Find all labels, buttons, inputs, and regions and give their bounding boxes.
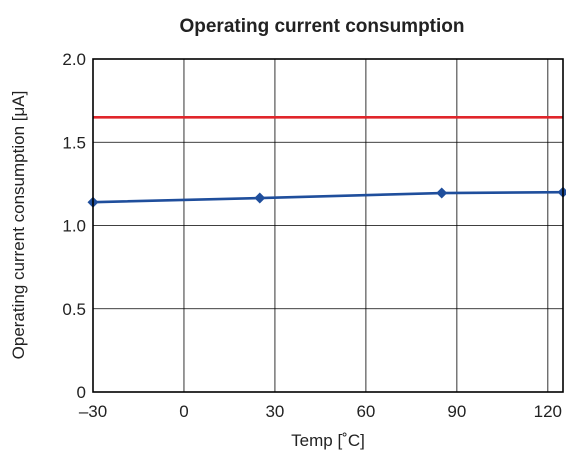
data-point	[254, 192, 266, 204]
y-axis-ticks: 0 0.5 1.0 1.5 2.0	[62, 50, 86, 402]
y-tick-label: 0	[77, 383, 86, 402]
x-tick-label: 0	[179, 402, 188, 421]
chart-title: Operating current consumption	[179, 16, 464, 37]
data-point	[557, 186, 566, 198]
x-tick-label: 120	[534, 402, 562, 421]
data-point	[436, 187, 448, 199]
series-line-1	[92, 190, 564, 204]
x-axis-label: Temp [˚C]	[291, 431, 365, 450]
series-group	[87, 115, 566, 208]
y-tick-label: 1.5	[62, 133, 86, 152]
x-tick-label: 60	[356, 402, 375, 421]
y-axis-label: Operating current consumption [μA]	[9, 91, 28, 360]
x-tick-label: –30	[79, 402, 107, 421]
y-tick-label: 0.5	[62, 300, 86, 319]
x-axis-ticks: –30 0 30 60 90 120	[79, 402, 562, 421]
x-tick-label: 90	[447, 402, 466, 421]
grid	[93, 59, 563, 392]
x-tick-label: 30	[265, 402, 284, 421]
y-tick-label: 1.0	[62, 217, 86, 236]
y-tick-label: 2.0	[62, 50, 86, 69]
plot-frame	[92, 58, 564, 393]
